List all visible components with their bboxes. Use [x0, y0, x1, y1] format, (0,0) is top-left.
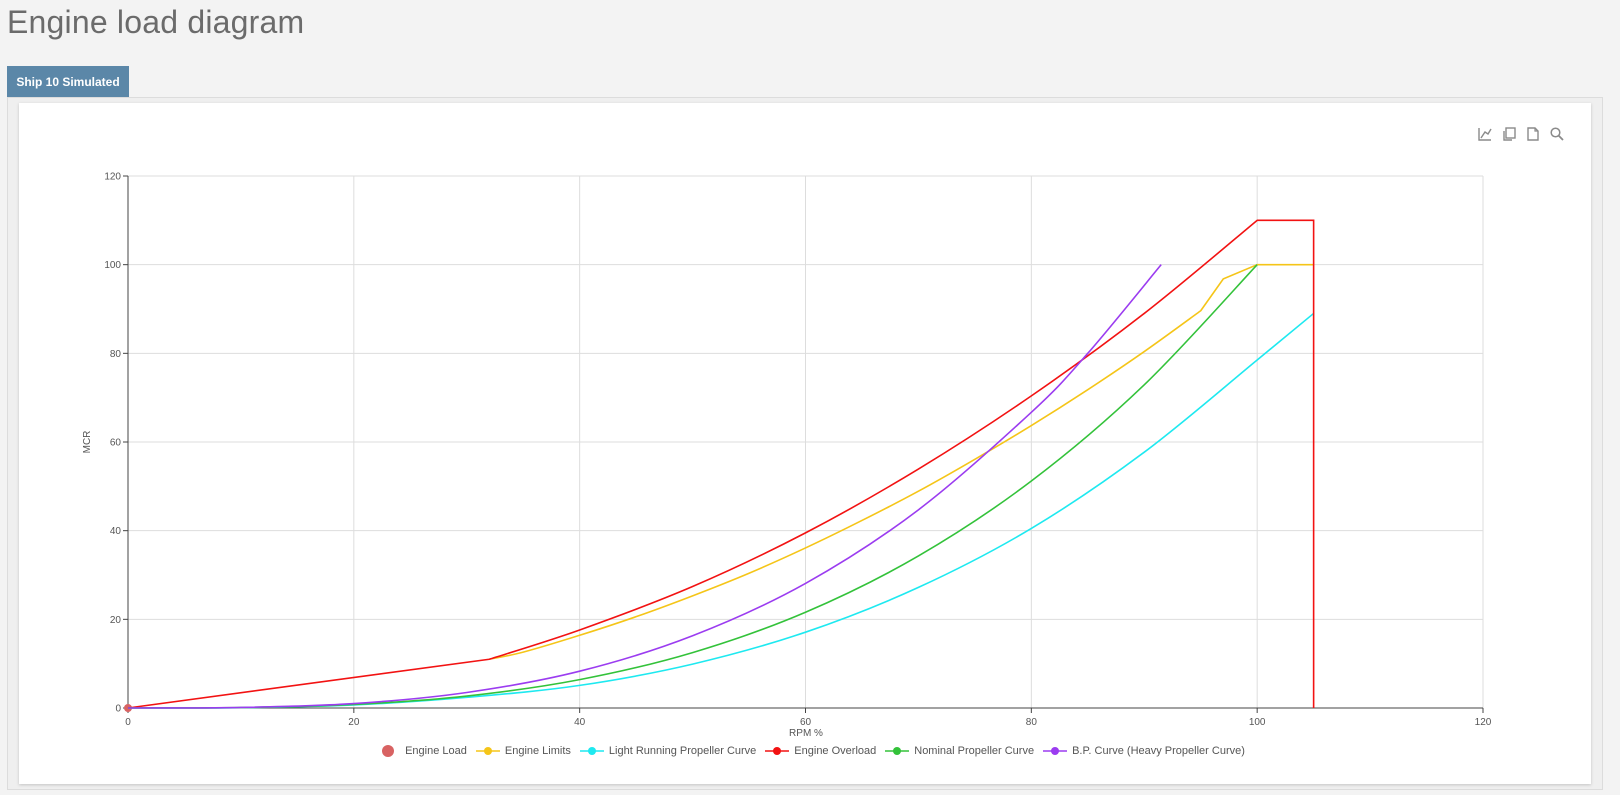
chart-line-icon[interactable]	[1476, 125, 1494, 143]
x-tick-label: 80	[1026, 717, 1038, 728]
legend-item-light-running-propeller-curve[interactable]: Light Running Propeller Curve	[579, 744, 756, 758]
nominal-propeller-curve-line	[127, 264, 1258, 709]
legend-swatch	[1043, 747, 1068, 755]
legend-label: Engine Overload	[794, 745, 877, 757]
legend-marker	[483, 747, 492, 755]
legend-item-engine-load[interactable]: Engine Load	[375, 744, 467, 758]
tab-ship-10-simulated[interactable]: Ship 10 Simulated	[7, 66, 129, 97]
x-tick-label: 40	[574, 717, 586, 728]
chart-series	[124, 219, 1315, 712]
chart-toolbox	[1476, 125, 1566, 143]
legend-label: Engine Limits	[504, 745, 571, 757]
legend-label: Light Running Propeller Curve	[608, 745, 757, 757]
legend-swatch	[475, 747, 500, 755]
legend-item-engine-limits[interactable]: Engine Limits	[475, 744, 571, 758]
document-icon[interactable]	[1524, 125, 1542, 143]
x-tick-label: 120	[1475, 717, 1492, 728]
legend-label: Engine Load	[405, 745, 467, 757]
chart-legend: Engine Load Engine Limits Light Running Pr…	[0, 744, 1620, 758]
x-axis-label: RPM %	[789, 728, 823, 739]
legend-item-b-p-curve-heavy-propeller-curve[interactable]: B.P. Curve (Heavy Propeller Curve)	[1042, 744, 1245, 758]
legend-label: B.P. Curve (Heavy Propeller Curve)	[1072, 745, 1245, 757]
legend-swatch	[579, 747, 604, 755]
legend-marker	[893, 747, 902, 755]
engine-limits-line	[489, 263, 1314, 661]
y-axis-label: MCR	[82, 431, 93, 454]
y-tick-label: 80	[110, 349, 122, 360]
legend-swatch	[885, 747, 910, 755]
legend-item-engine-overload[interactable]: Engine Overload	[764, 744, 876, 758]
chart-grid	[128, 175, 1484, 708]
copy-icon[interactable]	[1500, 125, 1518, 143]
y-tick-label: 20	[110, 615, 122, 626]
legend-marker	[382, 745, 395, 757]
y-tick-label: 120	[104, 172, 121, 183]
y-tick-label: 40	[110, 526, 122, 537]
x-tick-label: 20	[348, 717, 360, 728]
y-tick-label: 100	[104, 260, 121, 271]
legend-marker	[1051, 747, 1060, 755]
legend-marker	[587, 747, 596, 755]
legend-swatch	[765, 747, 790, 755]
b-p-curve-heavy-propeller-curve-line	[127, 264, 1162, 709]
legend-label: Nominal Propeller Curve	[914, 745, 1035, 757]
legend-marker	[773, 747, 782, 755]
legend-item-nominal-propeller-curve[interactable]: Nominal Propeller Curve	[884, 744, 1034, 758]
chart-axes: 0 20 40 60 80 100 120 0 20 40 60 80 100 120	[104, 172, 1491, 729]
legend-swatch	[382, 745, 395, 757]
x-tick-label: 0	[125, 717, 131, 728]
x-tick-label: 100	[1249, 717, 1266, 728]
zoom-icon[interactable]	[1548, 125, 1566, 143]
x-tick-label: 60	[800, 717, 812, 728]
y-tick-label: 60	[110, 438, 122, 449]
light-running-propeller-curve-line	[127, 312, 1315, 709]
page-title: Engine load diagram	[7, 4, 305, 40]
engine-overload-line	[127, 219, 1315, 709]
y-tick-label: 0	[115, 704, 121, 715]
